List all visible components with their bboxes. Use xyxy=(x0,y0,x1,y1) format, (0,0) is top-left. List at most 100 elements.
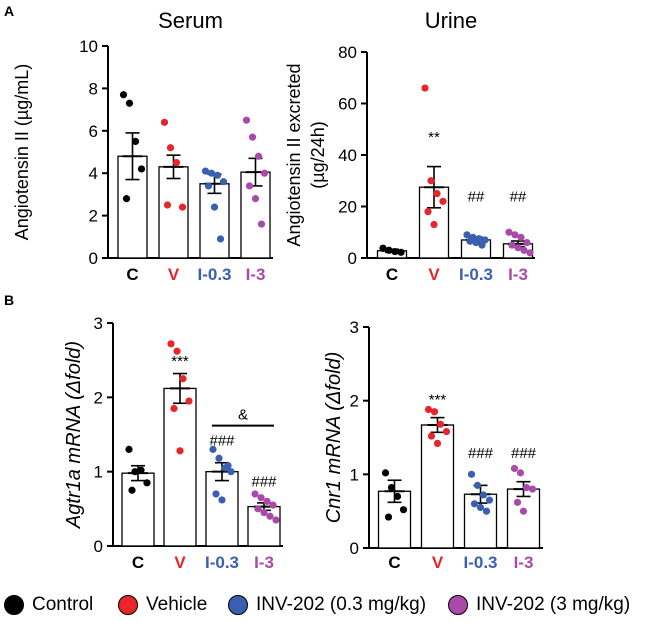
data-point xyxy=(523,238,531,247)
y-tick-label: 2 xyxy=(94,388,103,407)
data-point xyxy=(473,481,482,489)
data-point xyxy=(467,470,476,478)
data-point xyxy=(528,485,537,493)
data-point xyxy=(430,220,438,229)
significance-mark: ** xyxy=(428,129,440,146)
legend-marker xyxy=(228,595,248,615)
data-point xyxy=(442,428,451,436)
significance-mark: ### xyxy=(209,433,235,450)
data-point xyxy=(269,501,277,509)
bar-V xyxy=(163,387,197,547)
bar-I-0.3 xyxy=(199,183,230,259)
data-point xyxy=(433,190,441,198)
chart-title: Urine xyxy=(425,8,478,33)
data-point xyxy=(391,247,399,256)
bracket-mark: & xyxy=(238,407,248,424)
category-label-C: C xyxy=(126,265,138,284)
data-point xyxy=(160,118,169,126)
y-tick-label: 2 xyxy=(350,392,359,411)
legend: Control Vehicle INV-202 (0.3 mg/kg) INV-202… xyxy=(0,590,646,620)
data-point xyxy=(508,241,516,249)
data-point xyxy=(510,464,519,473)
data-point xyxy=(522,483,531,492)
legend-item-C: Control xyxy=(4,590,93,620)
y-tick-label: 8 xyxy=(89,79,98,98)
category-label-I-0.3: I-0.3 xyxy=(205,553,239,572)
category-label-V: V xyxy=(174,553,186,572)
data-point xyxy=(131,137,140,145)
data-point xyxy=(427,177,435,185)
data-point xyxy=(479,491,488,499)
data-point xyxy=(526,249,534,257)
panel-label-b: B xyxy=(4,292,14,308)
y-axis-label: Cnr1 mRNA (Δfold) xyxy=(323,352,345,524)
data-point xyxy=(476,503,485,512)
legend-item-I-3: INV-202 (3 mg/kg) xyxy=(448,590,630,620)
legend-label: Vehicle xyxy=(146,594,208,615)
category-label-I-3: I-3 xyxy=(508,265,528,284)
data-point xyxy=(216,235,225,243)
category-label-I-0.3: I-0.3 xyxy=(463,553,497,572)
y-tick-label: 1 xyxy=(350,465,359,484)
data-point xyxy=(257,494,265,502)
data-point xyxy=(424,208,432,216)
data-point xyxy=(399,506,408,514)
data-point xyxy=(224,462,232,470)
legend-item-I-0.3: INV-202 (0.3 mg/kg) xyxy=(228,590,426,620)
data-point xyxy=(387,483,396,492)
category-label-I-3: I-3 xyxy=(254,553,274,572)
category-label-I-3: I-3 xyxy=(514,553,534,572)
data-point xyxy=(218,496,226,504)
y-axis-label: Angiotensin II (µg/mL) xyxy=(12,64,32,240)
data-point xyxy=(122,195,131,203)
data-point xyxy=(137,165,146,173)
category-label-C: C xyxy=(388,553,400,572)
data-point xyxy=(137,466,145,474)
data-point xyxy=(119,91,128,99)
category-label-I-0.3: I-0.3 xyxy=(197,265,231,284)
y-tick-label: 60 xyxy=(338,95,357,114)
category-label-V: V xyxy=(168,265,180,284)
data-point xyxy=(436,420,445,428)
significance-mark: ### xyxy=(511,445,537,462)
y-tick-label: 6 xyxy=(89,122,98,141)
y-tick-label: 0 xyxy=(89,249,98,268)
category-label-I-3: I-3 xyxy=(246,265,266,284)
y-tick-label: 20 xyxy=(338,198,357,217)
data-point xyxy=(242,116,251,124)
chart-serum: Serum 0 2 4 6 8 10 Angiotensin II (µg/mL) C V I-0.… xyxy=(12,8,273,284)
data-point xyxy=(433,439,442,447)
data-point xyxy=(166,144,175,152)
data-point xyxy=(170,404,178,413)
legend-item-V: Vehicle xyxy=(118,590,207,620)
bar-I-0.3 xyxy=(205,471,239,547)
y-tick-label: 40 xyxy=(338,146,357,165)
data-point xyxy=(251,490,259,498)
data-point xyxy=(176,447,184,455)
y-tick-label: 10 xyxy=(79,37,98,56)
data-point xyxy=(219,178,228,186)
data-point xyxy=(427,432,436,440)
data-point xyxy=(511,231,519,239)
category-label-C: C xyxy=(386,265,398,284)
data-point xyxy=(439,197,447,205)
significance-mark: ### xyxy=(251,474,277,491)
data-point xyxy=(397,248,405,256)
y-tick-label: 0 xyxy=(94,537,103,556)
data-point xyxy=(263,497,271,505)
significance-mark: ## xyxy=(468,188,485,205)
data-point xyxy=(470,500,479,508)
data-point xyxy=(505,228,513,236)
data-point xyxy=(209,445,217,453)
data-point xyxy=(185,397,193,405)
data-point xyxy=(466,237,474,245)
data-point xyxy=(520,246,528,254)
data-point xyxy=(519,507,528,515)
y-tick-label: 3 xyxy=(350,318,359,337)
y-tick-label: 80 xyxy=(338,43,357,62)
data-point xyxy=(482,507,491,515)
data-point xyxy=(254,505,262,513)
legend-label: INV-202 (3 mg/kg) xyxy=(476,594,631,615)
data-point xyxy=(424,405,433,414)
category-label-I-0.3: I-0.3 xyxy=(459,265,493,284)
